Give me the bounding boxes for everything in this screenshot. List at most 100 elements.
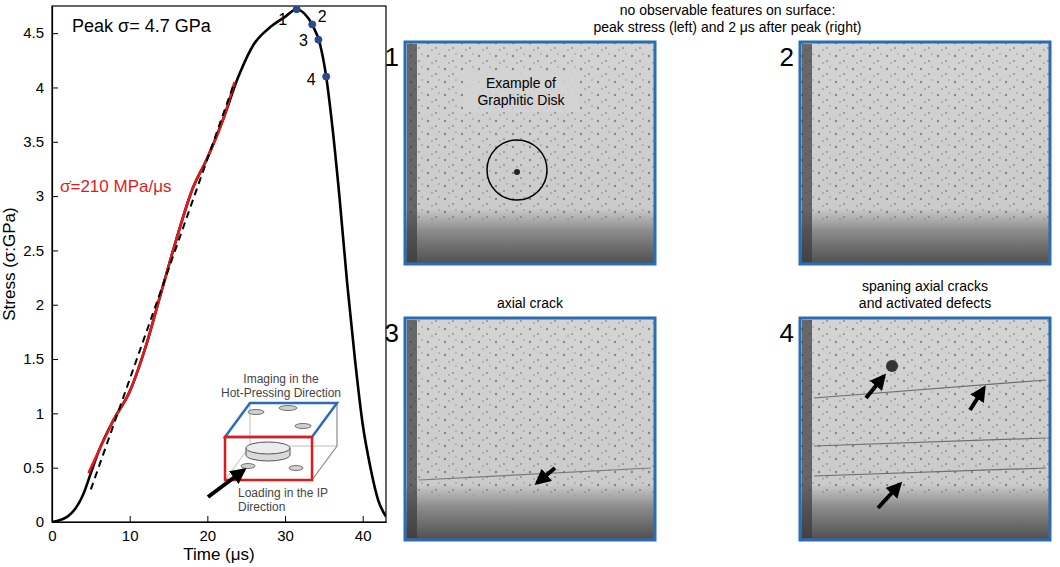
point-label: 4 [307, 71, 316, 88]
y-tick: 2.5 [23, 242, 58, 259]
data-point [309, 21, 316, 28]
y-axis-title: Stress (σ:GPa) [0, 207, 19, 320]
inset-disk [279, 406, 297, 411]
y-tick-mark [52, 196, 58, 197]
photo-texture [800, 42, 1050, 220]
photo-edge [802, 320, 812, 538]
image-panel: 3 axial crack [385, 295, 655, 540]
panel-arrow [537, 468, 555, 483]
y-tick: 1 [36, 405, 58, 422]
crack [814, 468, 1046, 476]
panel-border [800, 42, 1050, 264]
inset-label: Imaging in the [243, 372, 319, 386]
activated-defect [886, 360, 898, 372]
y-tick-label: 3 [36, 187, 44, 204]
y-axis-line [52, 7, 53, 523]
x-tick-mark [207, 516, 208, 522]
data-point [293, 6, 300, 13]
x-tick-mark [285, 516, 286, 522]
plot-marks [52, 6, 386, 522]
chart: 01020304000.511.522.533.544.5Time (μs)St… [0, 6, 387, 564]
y-tick-mark [52, 413, 58, 414]
peak-annotation: Peak σ= 4.7 GPa [72, 16, 212, 36]
y-tick-label: 4 [36, 79, 44, 96]
y-tick: 4 [36, 79, 58, 96]
photo-texture [800, 318, 1050, 496]
panel-border [405, 318, 655, 540]
x-axis-title: Time (μs) [183, 545, 255, 564]
y-tick-label: 1.5 [23, 350, 44, 367]
panel-annotation: Graphitic Disk [477, 92, 565, 108]
x-tick-label: 30 [277, 527, 294, 544]
y-tick-label: 0 [36, 513, 44, 530]
photo-background [405, 318, 655, 540]
panel-header: peak stress (left) and 2 μs after peak (… [594, 19, 862, 35]
photo-background [800, 42, 1050, 264]
panel-caption: spaning axial cracks [862, 278, 988, 294]
point-label: 3 [299, 32, 308, 49]
panel-border [405, 42, 655, 264]
crack [419, 468, 651, 480]
y-tick-mark [52, 468, 58, 469]
image-panel: 2 [780, 42, 1050, 264]
y-tick-mark [52, 305, 58, 306]
x-tick: 20 [200, 516, 217, 544]
inset-label: Direction [238, 500, 285, 514]
graphitic-disk [514, 169, 520, 175]
panel-arrow [878, 484, 900, 508]
y-tick-mark [52, 33, 58, 34]
y-tick-mark [52, 522, 58, 523]
photo-edge [802, 44, 812, 262]
x-axis-line [53, 522, 387, 523]
y-axis: 00.511.522.533.544.5 [23, 7, 58, 531]
y-tick-label: 3.5 [23, 133, 44, 150]
y-tick-mark [52, 250, 58, 251]
y-tick-mark [52, 87, 58, 88]
annotations: Peak σ= 4.7 GPaσ̇=210 MPa/μs [60, 16, 212, 196]
figure: 01020304000.511.522.533.544.5Time (μs)St… [0, 0, 1060, 567]
point-labels: 1 23 4 [278, 8, 327, 87]
y-tick: 3 [36, 187, 58, 204]
inset-label: Loading in the IP [238, 486, 328, 500]
inset-top-face [225, 403, 337, 437]
photo-texture [405, 318, 655, 496]
y-tick-mark [52, 142, 58, 143]
inset-diagram: Imaging in theHot-Pressing Direction Load… [208, 372, 341, 514]
crack [814, 380, 1046, 398]
panel-number: 4 [780, 318, 794, 348]
x-tick: 10 [122, 516, 139, 544]
photo-background [800, 318, 1050, 540]
inset-label: Hot-Pressing Direction [221, 386, 341, 400]
highlight-circle [487, 140, 547, 200]
inset-disk [295, 424, 311, 429]
panel-border [800, 318, 1050, 540]
point-label: 2 [318, 8, 327, 25]
inset-big-disk-top [246, 442, 290, 454]
image-panel: 4 spaning axial cracksand activated defec… [780, 278, 1050, 540]
panel-arrow [866, 376, 884, 398]
panel-caption: and activated defects [859, 295, 991, 311]
photo-texture [405, 42, 655, 220]
y-tick: 4.5 [23, 24, 58, 41]
image-panels: no observable features on surface:peak s… [385, 2, 1050, 540]
data-line [89, 82, 235, 473]
panel-caption: axial crack [497, 295, 564, 311]
inset-side-edges [312, 403, 337, 480]
y-tick: 3.5 [23, 133, 58, 150]
inset-disk [289, 466, 303, 471]
plot-frame [52, 6, 386, 522]
x-tick-label: 0 [48, 527, 56, 544]
data-point [315, 36, 322, 43]
panel-number: 2 [780, 42, 794, 72]
inset-disk [241, 464, 255, 469]
panel-number: 3 [385, 318, 399, 348]
panel-header: no observable features on surface: [620, 2, 836, 18]
y-tick: 1.5 [23, 350, 58, 367]
data-point [323, 73, 330, 80]
x-tick-label: 10 [122, 527, 139, 544]
panel-annotation: Example of [486, 75, 556, 91]
x-tick-mark [363, 516, 364, 522]
x-tick-label: 20 [200, 527, 217, 544]
point-label: 1 [278, 11, 287, 28]
x-axis: 010203040 [48, 516, 386, 544]
